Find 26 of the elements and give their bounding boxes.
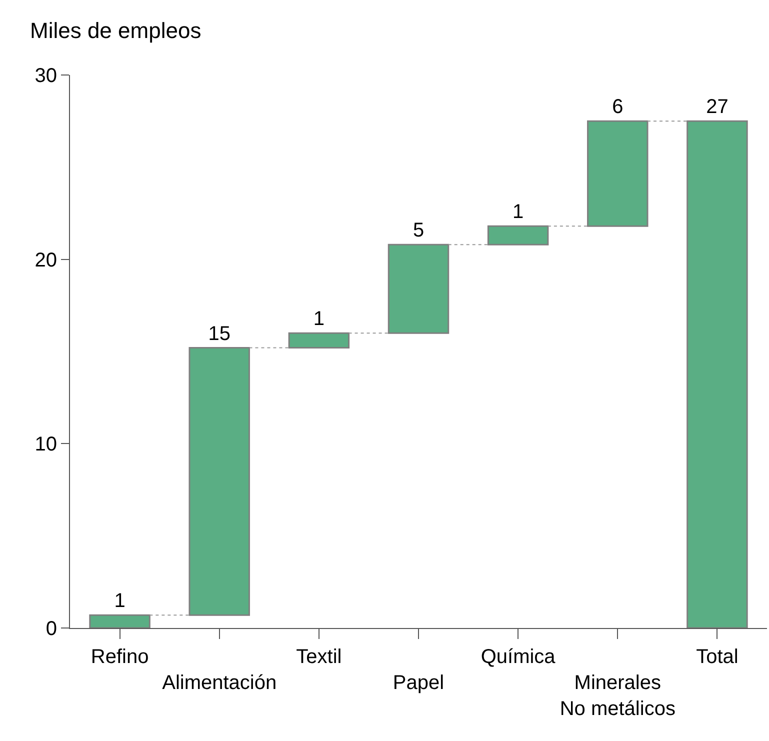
y-tick-label: 10 [34, 434, 57, 456]
data-label: 1 [313, 308, 324, 330]
bar [188, 347, 250, 616]
bar [388, 244, 450, 334]
y-axis-title: Miles de empleos [30, 18, 202, 43]
data-label: 27 [706, 96, 728, 118]
data-label: 5 [412, 220, 424, 242]
data-label: 1 [512, 201, 524, 224]
x-tick-label: Papel [392, 672, 444, 694]
bar [587, 120, 648, 227]
data-label: 15 [208, 322, 230, 345]
x-tick-label: Alimentación [162, 672, 277, 694]
bar [288, 332, 350, 349]
y-tick-label: 0 [46, 618, 57, 640]
bar [487, 225, 549, 246]
x-tick-label: Minerales No metálicos [560, 672, 676, 720]
y-tick-label: 30 [34, 65, 57, 87]
x-tick-label: Total [696, 646, 738, 668]
x-tick-label: Textil [296, 646, 342, 668]
data-label: 1 [114, 590, 126, 612]
x-tick-label: Refino [90, 646, 149, 668]
y-tick-label: 20 [34, 249, 57, 272]
x-tick-label: Química [480, 646, 556, 668]
data-label: 6 [612, 96, 624, 118]
bar [89, 614, 150, 628]
bar [686, 120, 748, 628]
